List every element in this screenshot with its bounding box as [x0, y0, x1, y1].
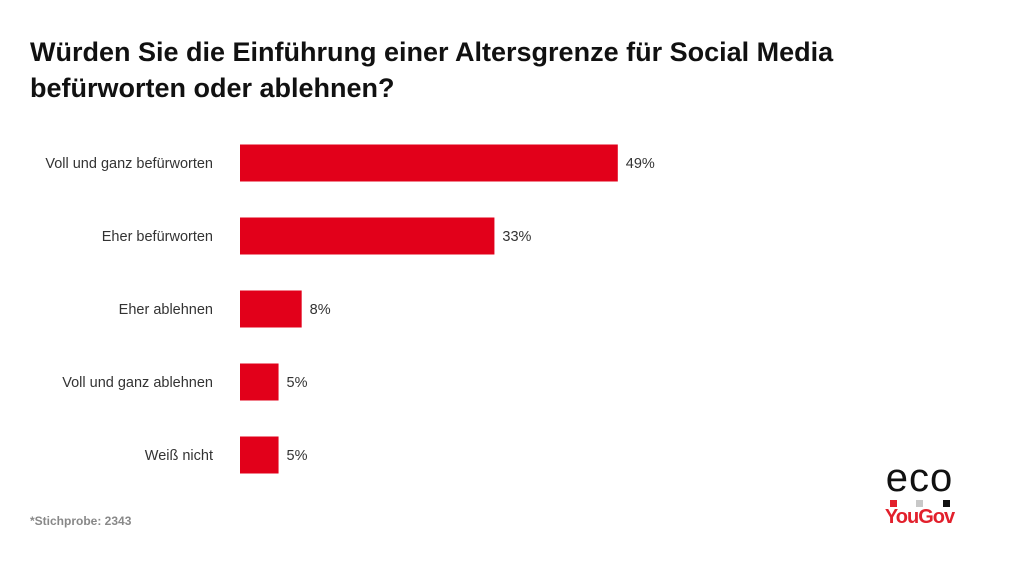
category-label: Weiß nicht [145, 448, 213, 464]
bar [240, 217, 495, 255]
category-label: Voll und ganz ablehnen [62, 375, 213, 391]
value-label: 5% [287, 448, 308, 464]
category-label: Voll und ganz befürworten [45, 156, 213, 172]
category-label: Eher befürworten [102, 229, 213, 245]
value-label: 49% [626, 156, 655, 172]
bar [240, 436, 279, 474]
value-label: 33% [502, 229, 531, 245]
category-label: Eher ablehnen [119, 302, 213, 318]
chart-title: Würden Sie die Einführung einer Altersgr… [30, 37, 834, 103]
eco-yougov-logo: eco YouGov [872, 456, 967, 529]
eco-logo-text: eco [885, 456, 954, 500]
footnote: *Stichprobe: 2343 [30, 514, 132, 528]
yougov-logo-text: YouGov [884, 506, 955, 528]
bar [240, 290, 302, 328]
bar [240, 363, 279, 401]
value-label: 8% [310, 302, 331, 318]
logo-dots [889, 500, 950, 507]
bar [240, 144, 618, 182]
value-label: 5% [287, 375, 308, 391]
